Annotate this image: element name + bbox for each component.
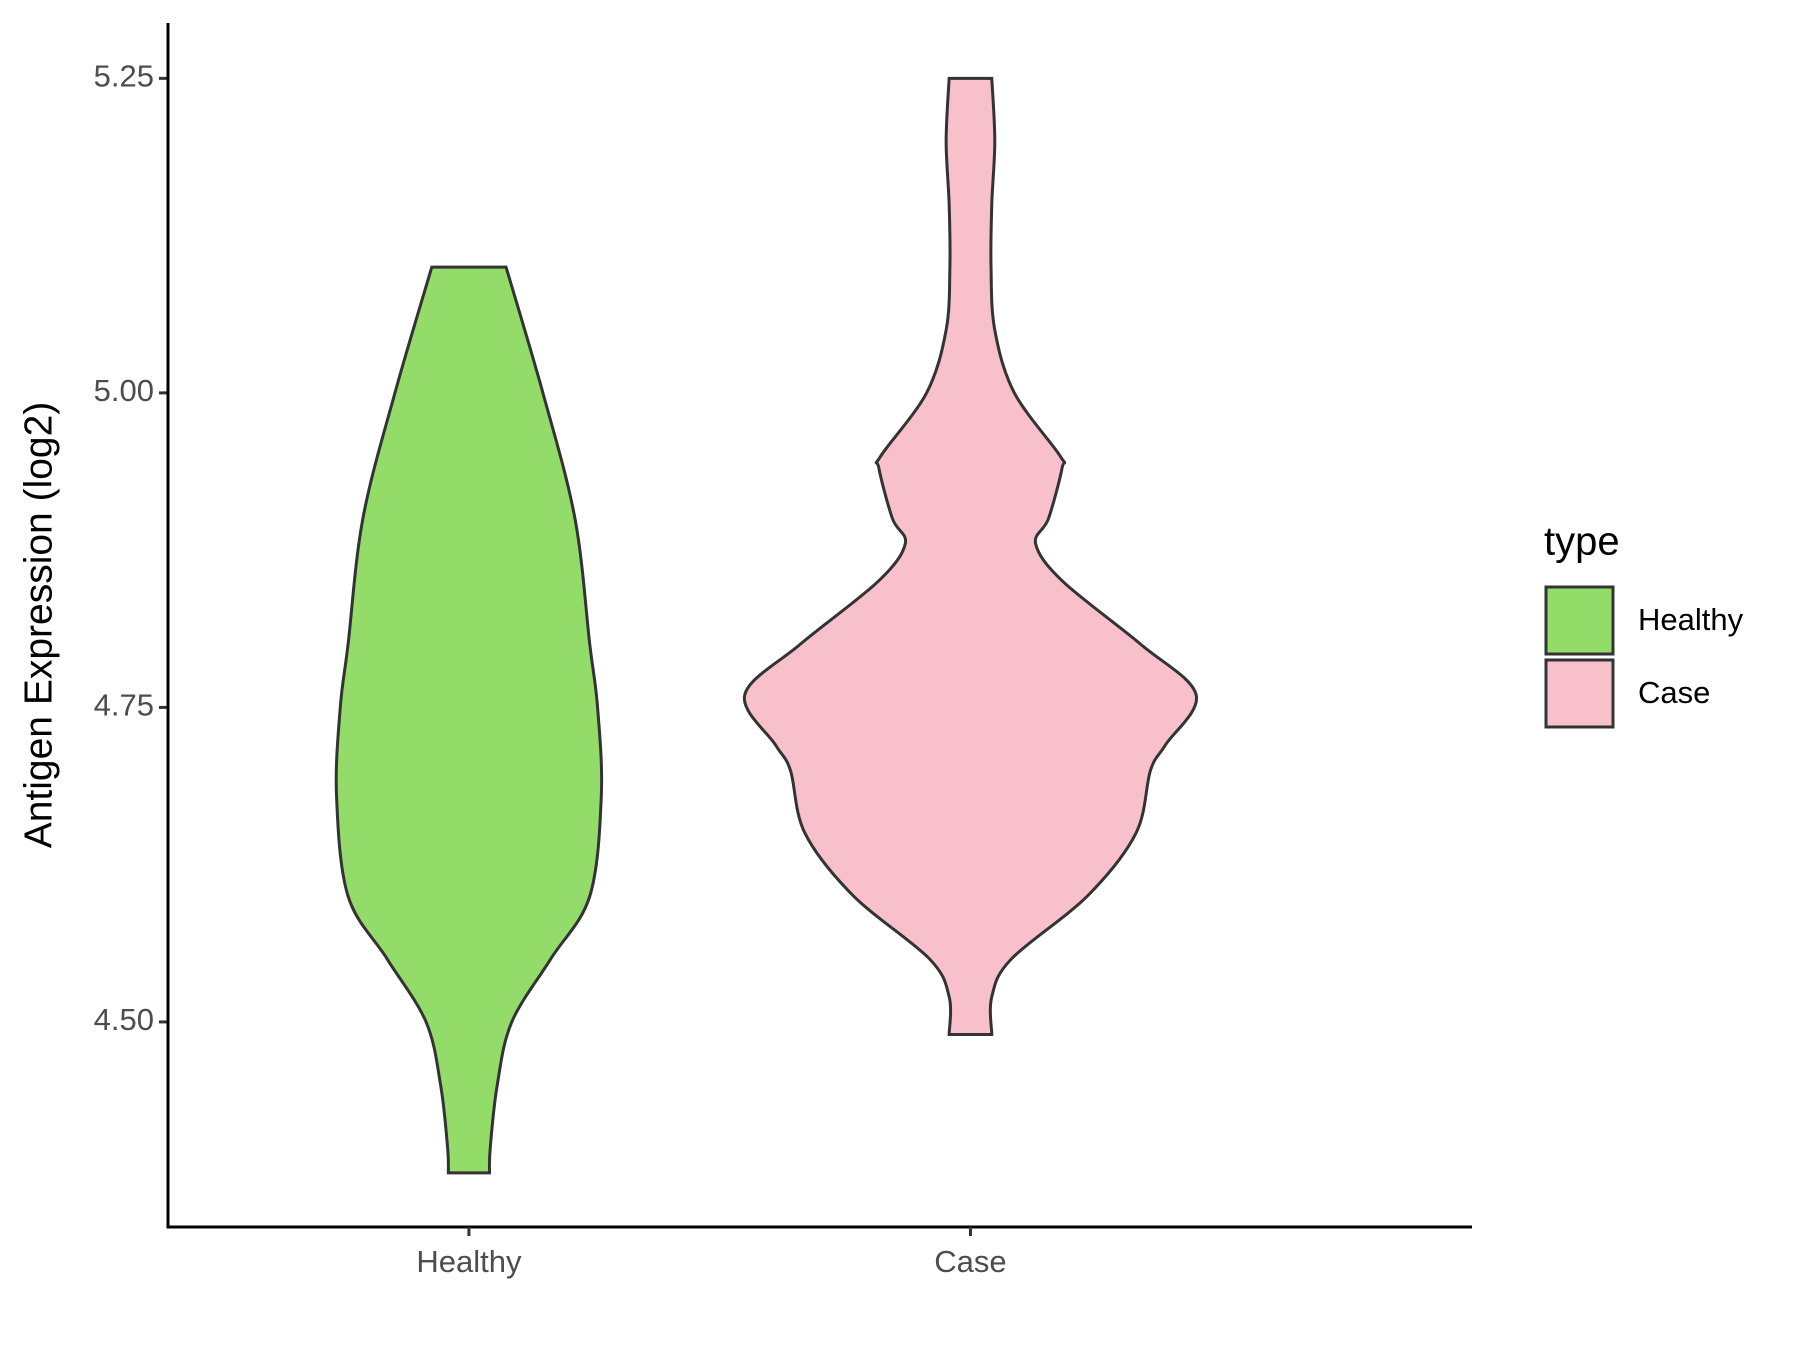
y-tick-label: 4.50 (94, 1002, 154, 1037)
legend-label: Case (1638, 675, 1710, 710)
y-tick-label: 5.25 (94, 59, 154, 94)
y-tick-label: 4.75 (94, 688, 154, 723)
legend-label: Healthy (1638, 602, 1744, 637)
y-axis-label: Antigen Expression (log2) (17, 402, 60, 849)
x-tick-label: Healthy (416, 1244, 522, 1279)
legend-key (1544, 585, 1615, 656)
violin (334, 265, 604, 1175)
axis-line (166, 23, 1472, 1229)
legend-key (1544, 658, 1615, 729)
legend-title: type (1544, 520, 1620, 564)
x-tick-label: Case (934, 1244, 1006, 1279)
violin (743, 76, 1198, 1037)
y-tick-label: 5.00 (94, 373, 154, 408)
